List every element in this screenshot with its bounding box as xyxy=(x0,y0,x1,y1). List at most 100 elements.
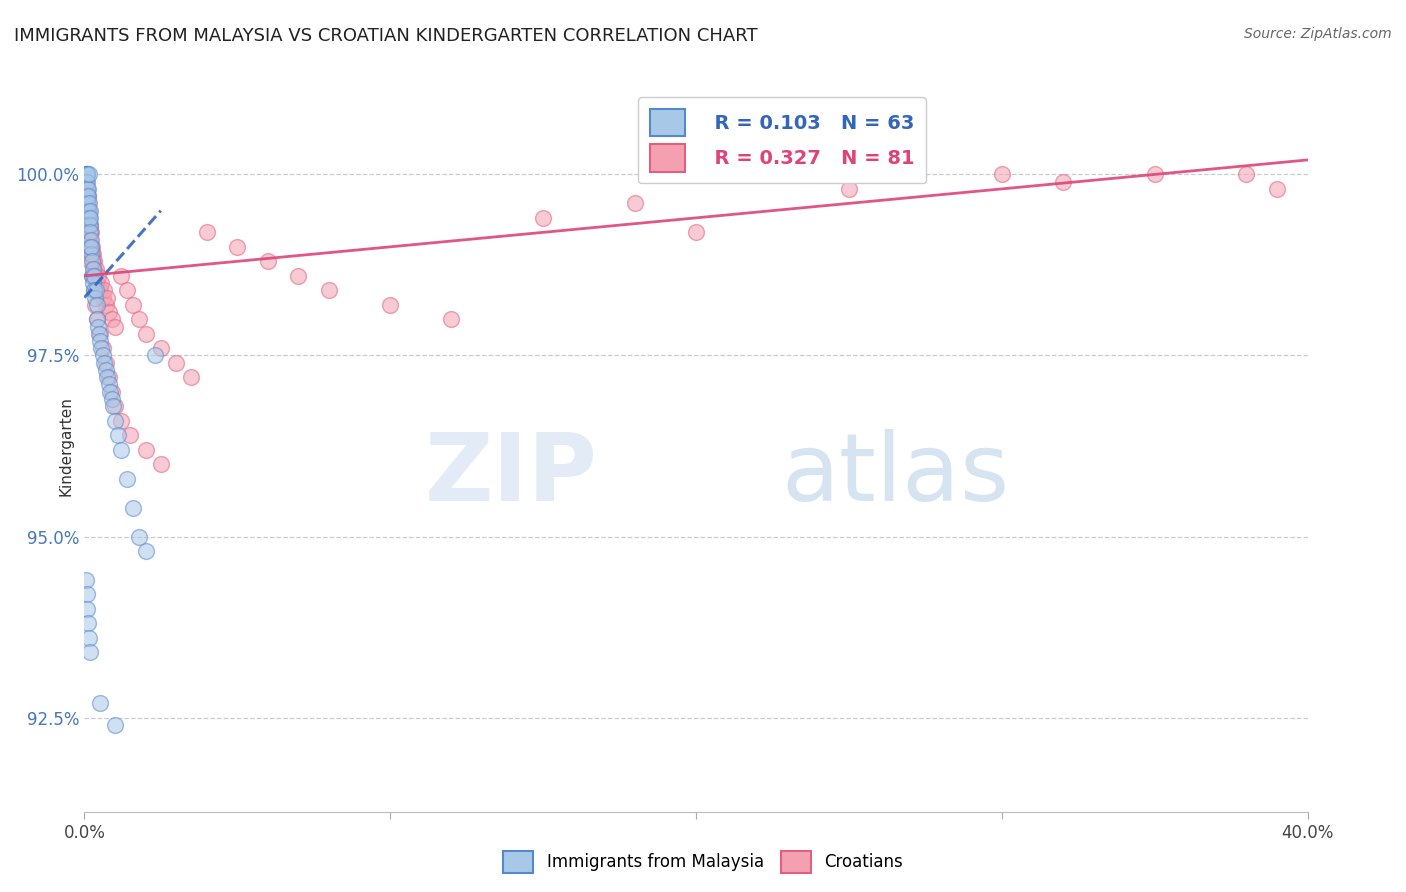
Point xyxy=(75,168,97,182)
Point xyxy=(531,211,554,225)
Point xyxy=(110,414,132,428)
Point xyxy=(87,268,110,283)
Point xyxy=(75,168,97,182)
Y-axis label: Kindergarten: Kindergarten xyxy=(58,396,73,496)
Point xyxy=(104,414,127,428)
Point xyxy=(120,428,142,442)
Point xyxy=(86,312,108,326)
Point xyxy=(80,247,103,261)
Point xyxy=(77,182,100,196)
Point xyxy=(101,384,124,399)
Point xyxy=(91,291,114,305)
Point xyxy=(624,196,647,211)
Point xyxy=(165,356,187,370)
Point xyxy=(75,175,97,189)
Point xyxy=(80,268,103,283)
Point xyxy=(135,326,157,341)
Point xyxy=(89,334,111,348)
Point xyxy=(77,168,100,182)
Text: Source: ZipAtlas.com: Source: ZipAtlas.com xyxy=(1244,27,1392,41)
Point xyxy=(94,363,117,377)
Point xyxy=(115,472,138,486)
Point xyxy=(98,384,121,399)
Point xyxy=(135,544,157,558)
Text: atlas: atlas xyxy=(782,429,1010,521)
Point xyxy=(77,616,100,631)
Point xyxy=(79,240,101,254)
Point xyxy=(318,283,340,297)
Point xyxy=(76,203,98,218)
Point xyxy=(79,254,101,268)
Point xyxy=(97,370,120,384)
Point xyxy=(83,261,105,276)
Point xyxy=(79,225,101,239)
Point xyxy=(80,268,103,283)
Point xyxy=(1052,175,1074,189)
Point xyxy=(83,283,105,297)
Point xyxy=(685,225,707,239)
Point xyxy=(76,196,98,211)
Point xyxy=(104,718,127,732)
Point xyxy=(87,319,110,334)
Point xyxy=(82,254,104,268)
Point xyxy=(76,182,98,196)
Point xyxy=(1236,168,1258,182)
Point xyxy=(128,529,150,543)
Point xyxy=(83,254,105,268)
Point xyxy=(80,233,103,247)
Point xyxy=(97,305,120,319)
Point xyxy=(94,298,117,312)
Point xyxy=(82,261,104,276)
Point xyxy=(79,225,101,239)
Point xyxy=(143,349,166,363)
Point xyxy=(77,211,100,225)
Point xyxy=(77,218,100,232)
Point xyxy=(77,211,100,225)
Point xyxy=(1143,168,1166,182)
Point xyxy=(79,203,101,218)
Point xyxy=(77,196,100,211)
Point xyxy=(79,218,101,232)
Point xyxy=(122,298,145,312)
Point xyxy=(86,312,108,326)
Point xyxy=(77,233,100,247)
Point xyxy=(96,370,118,384)
Point xyxy=(82,247,104,261)
Point xyxy=(79,240,101,254)
Point xyxy=(77,631,100,645)
Point xyxy=(103,399,125,413)
Point xyxy=(93,356,115,370)
Point xyxy=(76,189,98,203)
Point xyxy=(90,276,112,290)
Point xyxy=(128,312,150,326)
Point xyxy=(76,196,98,211)
Point xyxy=(76,168,98,182)
Point xyxy=(90,341,112,355)
Point xyxy=(82,276,104,290)
Point xyxy=(77,203,100,218)
Point xyxy=(77,218,100,232)
Point xyxy=(84,261,107,276)
Legend:   R = 0.103   N = 63,   R = 0.327   N = 81: R = 0.103 N = 63, R = 0.327 N = 81 xyxy=(638,97,927,184)
Point xyxy=(77,218,100,232)
Point xyxy=(86,276,108,290)
Point xyxy=(135,442,157,457)
Point xyxy=(75,175,97,189)
Point xyxy=(79,240,101,254)
Point xyxy=(84,291,107,305)
Point xyxy=(76,168,98,182)
Point xyxy=(89,326,111,341)
Point xyxy=(79,211,101,225)
Point xyxy=(195,225,218,239)
Point xyxy=(91,341,114,355)
Point xyxy=(89,696,111,710)
Point xyxy=(84,298,107,312)
Point xyxy=(91,349,114,363)
Point xyxy=(76,189,98,203)
Point xyxy=(101,312,124,326)
Point xyxy=(94,356,117,370)
Point xyxy=(1265,182,1288,196)
Point xyxy=(79,218,101,232)
Point xyxy=(226,240,249,254)
Point xyxy=(75,573,97,587)
